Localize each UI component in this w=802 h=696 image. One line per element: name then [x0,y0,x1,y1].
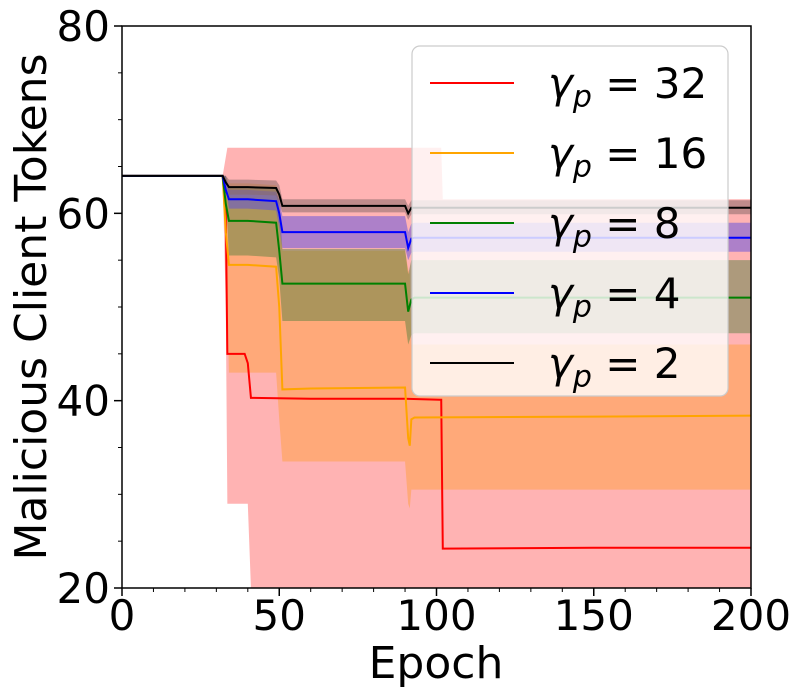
line-series-1 [122,174,751,446]
y-tick-label: 60 [57,189,110,238]
legend-item: γp = 4 [430,269,681,325]
x-tick-label: 200 [711,591,791,640]
legend-label: γp = 4 [548,269,681,325]
y-tick-label: 40 [57,377,110,426]
y-tick-label: 20 [57,564,110,613]
legend-item: γp = 2 [430,339,681,395]
y-tick-label: 80 [57,2,110,51]
x-tick-label: 100 [396,591,476,640]
x-tick-label: 50 [253,591,306,640]
legend-item: γp = 8 [430,199,681,255]
y-axis-label: Malicious Client Tokens [6,54,57,561]
y-axis: 20 40 60 80 [57,2,122,613]
x-tick-label: 0 [109,591,136,640]
legend-label: γp = 32 [548,59,707,115]
legend-frame [411,45,729,397]
legend-label: γp = 16 [548,129,707,185]
legend-item: γp = 16 [430,129,707,185]
legend-label: γp = 2 [548,339,681,395]
legend-item: γp = 32 [430,59,707,115]
x-axis: 0 50 100 150 200 [109,588,791,640]
legend: γp = 32 γp = 16 γp = 8 γp = 4 γp = 2 [411,45,729,397]
legend-label: γp = 8 [548,199,681,255]
x-axis-label: Epoch [369,638,504,689]
x-tick-label: 150 [554,591,634,640]
